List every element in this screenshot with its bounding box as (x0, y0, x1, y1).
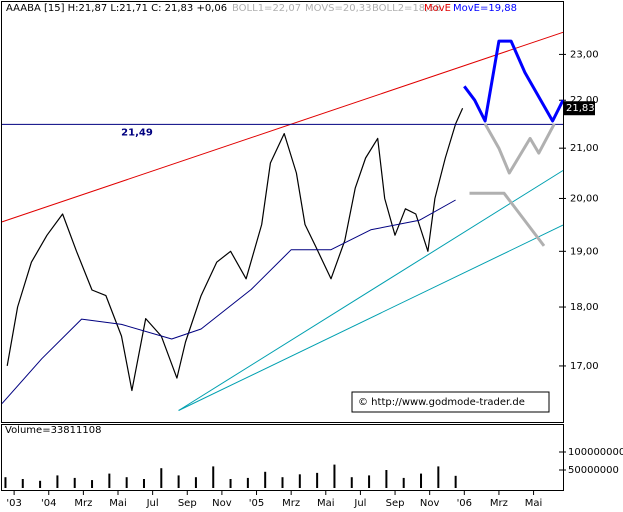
volume-bar (212, 466, 215, 488)
indicator-label: MovE=19,88 (453, 3, 517, 14)
volume-bar (350, 477, 353, 488)
line-series (178, 170, 564, 411)
volume-bar (4, 477, 7, 488)
volume-bar (264, 471, 267, 488)
volume-bar (39, 480, 42, 488)
x-tick-label: Sep (386, 498, 405, 509)
last-price-box (563, 101, 595, 116)
x-tick-label: Mrz (490, 498, 508, 509)
volume-bar (402, 477, 405, 488)
volume-bar (108, 473, 111, 488)
volume-bar (368, 475, 371, 488)
volume-bar (229, 479, 232, 488)
volume-bar (420, 473, 423, 488)
volume-bar (333, 464, 336, 488)
x-tick-label: Jul (146, 498, 159, 509)
indicator-label: BOLL1=22,07 (232, 3, 301, 14)
volume-bar (437, 466, 440, 488)
y-tick-label: 18,00 (570, 302, 599, 313)
volume-bar (454, 475, 457, 488)
indicator-label: BOLL2=18,58 (372, 3, 441, 14)
line-series (469, 123, 556, 247)
volume-tick-label: 100000000 (568, 447, 623, 458)
line-series (178, 224, 564, 411)
chart-title: AAABA [15] H:21,87 L:21,71 C: 21,83 +0,0… (6, 3, 227, 14)
last-price-label: 21,83 (566, 103, 595, 114)
x-tick-label: '03 (6, 498, 21, 509)
indicator-label: MOVS=20,33 (305, 3, 372, 14)
y-tick-label: 21,00 (570, 143, 599, 154)
y-tick-label: 20,00 (570, 193, 599, 204)
volume-frame (1, 424, 564, 491)
y-tick-label: 19,00 (570, 246, 599, 257)
level-label: 21,49 (121, 127, 153, 138)
x-tick-label: '06 (457, 498, 472, 509)
volume-bar (125, 477, 128, 488)
x-tick-label: Nov (420, 498, 440, 509)
volume-bar (246, 477, 249, 488)
x-tick-label: Mrz (74, 498, 92, 509)
volume-bar (73, 477, 76, 488)
price-frame (1, 1, 564, 423)
line-series (1, 199, 456, 404)
volume-bar (160, 468, 163, 488)
x-tick-label: Sep (178, 498, 197, 509)
volume-bar (281, 477, 284, 488)
y-tick-label: 23,00 (570, 49, 599, 60)
volume-tick-label: 50000000 (568, 465, 619, 476)
volume-bar (385, 470, 388, 488)
line-series (1, 31, 564, 223)
volume-bar (21, 479, 24, 488)
volume-bar (142, 479, 145, 488)
volume-bar (91, 480, 94, 488)
x-tick-label: Mai (317, 498, 335, 509)
y-tick-label: 22,00 (570, 95, 599, 106)
y-tick-label: 17,00 (570, 361, 599, 372)
copyright: © http://www.godmode-trader.de (358, 397, 525, 408)
indicator-label: MovE (424, 3, 451, 14)
volume-bar (316, 472, 319, 488)
x-tick-label: '05 (249, 498, 264, 509)
x-tick-label: Jul (353, 498, 366, 509)
x-tick-label: Mrz (282, 498, 300, 509)
line-series (6, 107, 464, 392)
volume-bar (298, 474, 301, 488)
line-series (463, 39, 565, 123)
x-tick-label: Mai (525, 498, 543, 509)
x-tick-label: Nov (212, 498, 232, 509)
volume-bar (56, 475, 59, 488)
x-tick-label: Mai (109, 498, 127, 509)
copyright-box (351, 391, 550, 413)
volume-bar (177, 475, 180, 488)
x-tick-label: '04 (41, 498, 56, 509)
volume-title: Volume=33811108 (5, 425, 101, 436)
volume-bar (194, 477, 197, 488)
